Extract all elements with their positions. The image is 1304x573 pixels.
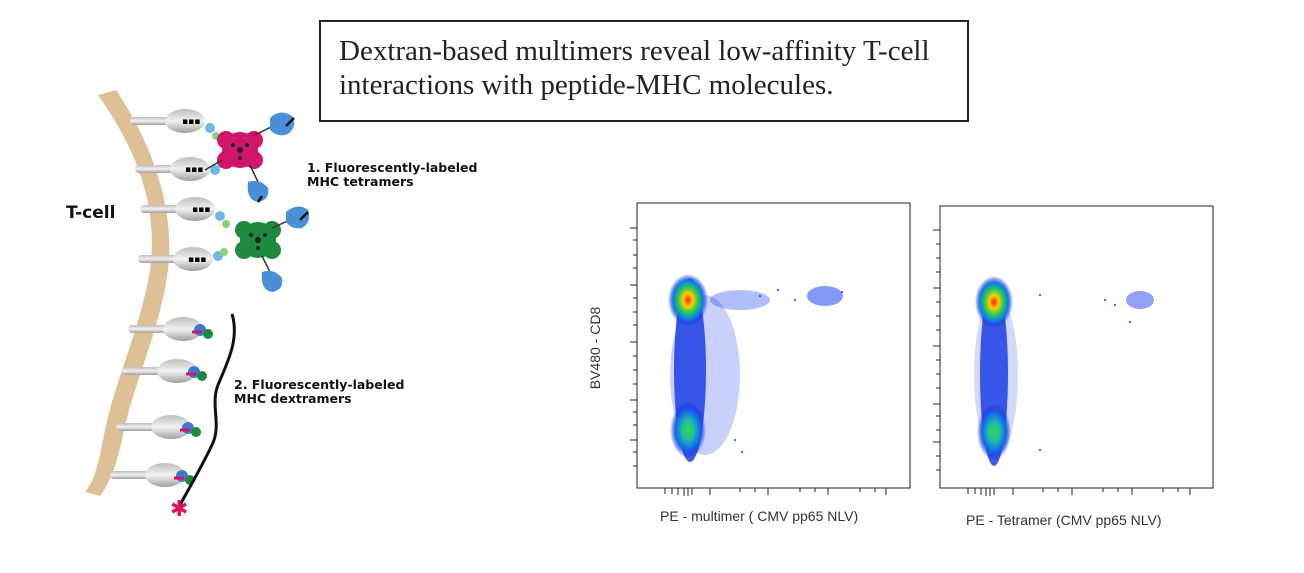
tetramer-label: 1. Fluorescently-labeled MHC tetramers (307, 161, 477, 189)
x-axis-label-tetramer: PE - Tetramer (CMV pp65 NLV) (966, 512, 1162, 528)
svg-text:▪▪▪: ▪▪▪ (182, 117, 200, 127)
mhc-tetramer-green (235, 206, 310, 292)
flow-plot-tetramer (933, 205, 1214, 496)
tcr-receptors-upper: ▪▪▪ ▪▪▪ ▪▪▪ ▪▪▪ (130, 109, 230, 271)
tetramer-label-line1: 1. Fluorescently-labeled (307, 160, 478, 175)
mhc-tetramer-magenta (204, 112, 295, 203)
dextran-backbone (178, 313, 236, 506)
svg-text:▪▪▪: ▪▪▪ (185, 165, 203, 175)
tetramer-label-line2: MHC tetramers (307, 174, 414, 189)
t-cell-label: T-cell (66, 203, 116, 223)
dextramer-label-line1: 2. Fluorescently-labeled (234, 377, 405, 392)
figure-title: Dextran-based multimers reveal low-affin… (319, 20, 969, 122)
tcr-receptors-lower (110, 317, 213, 487)
svg-text:▪▪▪: ▪▪▪ (192, 205, 210, 215)
dextramer-label-line2: MHC dextramers (234, 391, 352, 406)
svg-text:▪▪▪: ▪▪▪ (188, 255, 206, 265)
t-cell-membrane (85, 90, 170, 496)
dextramer-label: 2. Fluorescently-labeled MHC dextramers (234, 378, 404, 406)
y-axis-label: BV480 - CD8 (587, 306, 603, 390)
flow-plot-multimer (630, 202, 911, 496)
x-axis-label-multimer: PE - multimer ( CMV pp65 NLV) (660, 508, 859, 524)
fluorophore-star-icon: ✱ (170, 497, 188, 522)
